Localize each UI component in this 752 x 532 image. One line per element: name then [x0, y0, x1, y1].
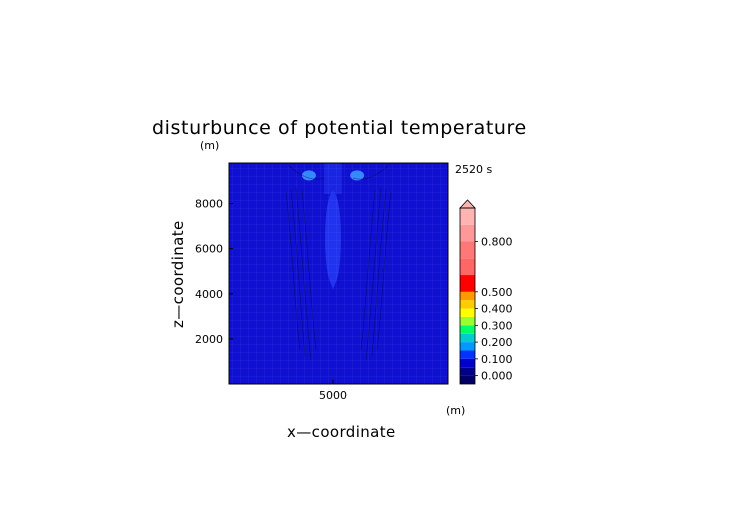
plot-frame	[228, 162, 449, 385]
colorbar-swatch-3	[460, 350, 475, 359]
colorbar-tick-label-5: 0.500	[481, 286, 513, 299]
x-tick-label-0: 5000	[319, 389, 347, 402]
colorbar-tick-label-6: 0.800	[481, 236, 513, 249]
colorbar-swatch-9	[460, 300, 475, 309]
colorbar-swatch-11	[460, 275, 475, 292]
colorbar-tick-label-0: 0.000	[481, 370, 513, 383]
x-axis-label: x—coordinate	[287, 423, 396, 441]
colorbar-swatch-2	[460, 358, 475, 368]
colorbar-swatch-14	[460, 224, 475, 242]
colorbar-swatch-1	[460, 367, 475, 376]
y-tick-label-0: 2000	[195, 333, 223, 346]
colorbar-swatch-12	[460, 258, 475, 276]
colorbar-tick-label-3: 0.300	[481, 319, 513, 332]
colorbar-swatch-4	[460, 342, 475, 351]
colorbar-swatch-5	[460, 333, 475, 343]
colorbar-swatch-7	[460, 316, 475, 326]
colorbar: 0.000 0.100 0.200 0.300 0.400 0.500 0.800	[459, 199, 513, 385]
y-axis-label: z—coordinate	[169, 220, 187, 328]
colorbar-swatch-6	[460, 325, 475, 334]
chart-title: disturbunce of potential temperature	[152, 117, 527, 139]
colorbar-swatch-10	[460, 291, 475, 301]
colorbar-tick-label-2: 0.200	[481, 336, 513, 349]
colorbar-swatch-8	[460, 308, 475, 317]
colorbar-frame	[459, 207, 476, 385]
y-axis: 2000 4000 6000 8000	[195, 198, 233, 346]
colorbar-swatch-0	[460, 375, 475, 384]
colorbar-swatch-15	[460, 208, 475, 225]
y-tick-label-1: 4000	[195, 288, 223, 301]
colorbar-tick-label-1: 0.100	[481, 353, 513, 366]
y-unit-label: (m)	[200, 139, 219, 152]
x-axis: 5000	[319, 380, 347, 402]
colorbar-extend-arrow	[459, 199, 476, 209]
plot-area	[229, 163, 448, 384]
x-unit-label: (m)	[446, 404, 465, 417]
y-tick-label-2: 6000	[195, 243, 223, 256]
colorbar-swatch-13	[460, 241, 475, 259]
y-tick-label-3: 8000	[195, 198, 223, 211]
time-label: 2520 s	[455, 163, 492, 176]
colorbar-tick-label-4: 0.400	[481, 303, 513, 316]
grid-overlay	[229, 163, 448, 384]
